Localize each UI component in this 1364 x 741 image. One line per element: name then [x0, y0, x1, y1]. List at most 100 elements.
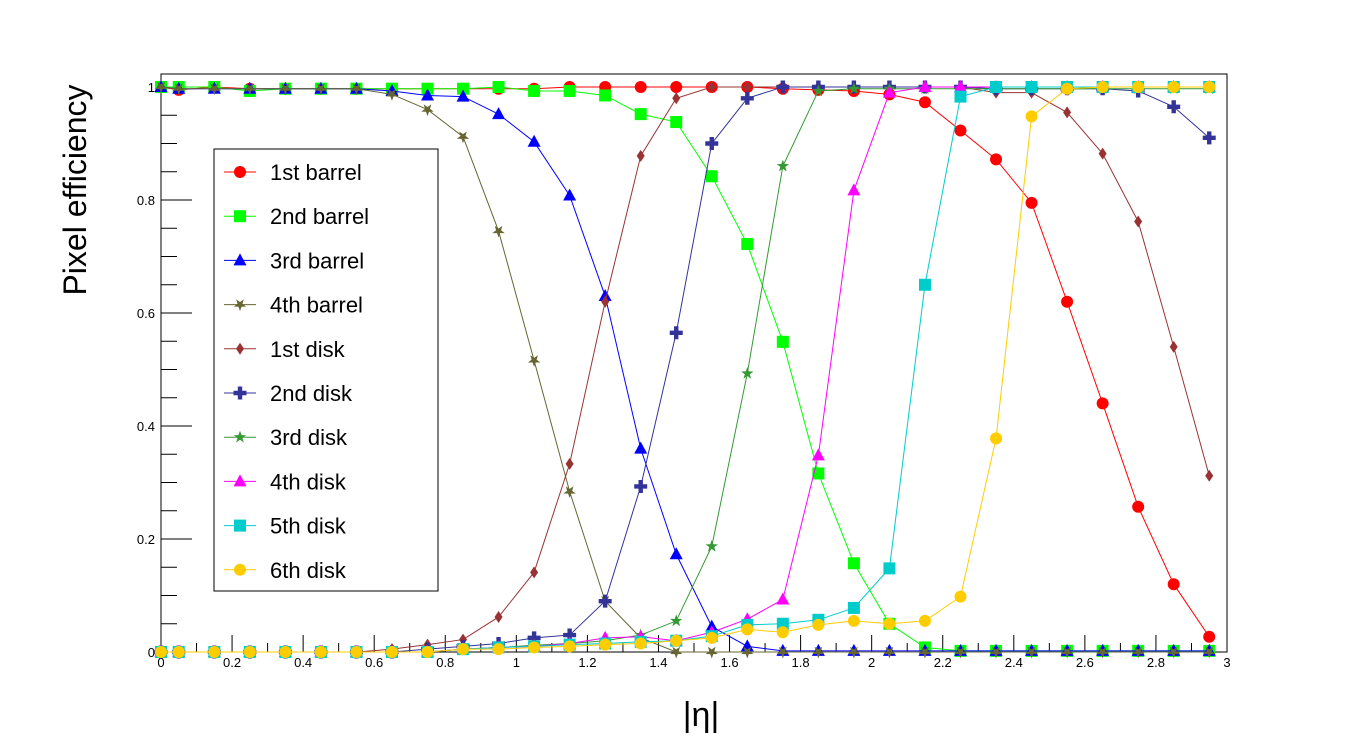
data-point [883, 562, 896, 575]
legend-item: 3rd disk [224, 425, 348, 450]
data-point [1167, 81, 1180, 93]
legend-marker [234, 563, 246, 576]
data-point [634, 81, 647, 93]
data-point [811, 448, 825, 461]
x-tick-label: 2.8 [1147, 655, 1165, 670]
data-point [954, 90, 967, 103]
data-point [599, 89, 612, 102]
data-point [634, 441, 648, 454]
data-point [672, 92, 681, 105]
x-tick-label: 0.2 [223, 655, 241, 670]
data-point [457, 82, 470, 95]
data-point [989, 646, 1003, 659]
y-tick-label: 0.2 [137, 532, 155, 547]
x-tick-label: 0.8 [436, 655, 454, 670]
legend-item: 3rd barrel [224, 248, 364, 273]
data-point [954, 590, 967, 603]
data-point [670, 634, 683, 647]
x-tick-label: 2.6 [1076, 655, 1094, 670]
legend-item: 4th disk [224, 469, 347, 494]
x-tick-label: 2.2 [934, 655, 952, 670]
x-tick-label: 0.4 [294, 655, 312, 670]
data-point [634, 479, 648, 493]
data-point [314, 646, 327, 658]
x-tick-label: 1.6 [720, 655, 738, 670]
data-point [882, 85, 896, 98]
data-point [883, 617, 896, 630]
data-point [776, 592, 790, 605]
data-point [1203, 630, 1216, 643]
data-point [741, 238, 754, 251]
data-point [705, 539, 718, 552]
data-point [563, 188, 577, 201]
data-point [494, 610, 503, 623]
data-point [705, 646, 718, 659]
data-point [492, 643, 505, 656]
data-point [350, 646, 363, 658]
data-point [954, 80, 967, 92]
data-point [741, 366, 754, 379]
legend-label: 3rd barrel [270, 248, 364, 273]
data-point [421, 88, 434, 101]
legend-label: 4th barrel [270, 293, 363, 318]
data-point [492, 225, 505, 238]
data-point [1132, 500, 1145, 513]
series-4th-barrel [154, 81, 1216, 659]
legend-marker [233, 430, 247, 443]
data-point [669, 547, 683, 560]
data-point [172, 83, 185, 96]
data-point [1132, 81, 1145, 93]
data-point [1169, 340, 1178, 353]
data-point [385, 89, 399, 101]
data-point [456, 89, 470, 102]
data-point [601, 295, 610, 308]
data-point [456, 131, 470, 144]
legend-marker [233, 253, 247, 266]
data-point [812, 646, 825, 659]
data-point [279, 83, 292, 96]
legend-label: 6th disk [270, 558, 347, 583]
data-point [208, 646, 221, 658]
data-point [918, 646, 932, 659]
data-point [563, 84, 576, 97]
x-tick-label: 2 [868, 655, 875, 670]
data-point [847, 183, 861, 196]
data-point [990, 81, 1003, 93]
data-point [492, 107, 506, 120]
x-tick-label: 3 [1223, 655, 1230, 670]
data-point [599, 638, 612, 651]
data-point [1025, 110, 1038, 123]
data-point [1063, 106, 1072, 119]
data-point [705, 137, 719, 150]
data-point [776, 626, 789, 639]
legend-label: 5th disk [270, 514, 347, 539]
data-point [1061, 295, 1074, 308]
data-point [776, 617, 789, 630]
x-tick-label: 1.4 [649, 655, 667, 670]
data-point [350, 83, 363, 96]
legend: 1st barrel 2nd barrel 3rd barrel 4th barrel… [213, 148, 439, 592]
data-point [847, 614, 860, 627]
data-point [208, 83, 221, 96]
data-point [918, 614, 931, 627]
y-tick-labels: 0 0.2 0.4 0.6 0.8 1 [137, 80, 155, 660]
data-point [598, 289, 612, 302]
data-point [776, 335, 789, 348]
data-point [776, 646, 790, 659]
data-point [279, 646, 292, 658]
legend-marker [236, 342, 244, 355]
data-point [155, 646, 167, 658]
data-point [1205, 469, 1214, 482]
x-tick-label: 0 [157, 655, 164, 670]
data-point [1025, 81, 1038, 93]
data-point [1202, 131, 1216, 145]
legend-marker [234, 210, 246, 223]
data-point [563, 486, 576, 499]
x-tick-label: 1.8 [792, 655, 810, 670]
data-point [1167, 100, 1181, 114]
data-point [636, 149, 645, 162]
y-tick-label: 1 [148, 80, 155, 95]
legend-label: 4th disk [270, 469, 347, 494]
data-point [743, 81, 752, 93]
